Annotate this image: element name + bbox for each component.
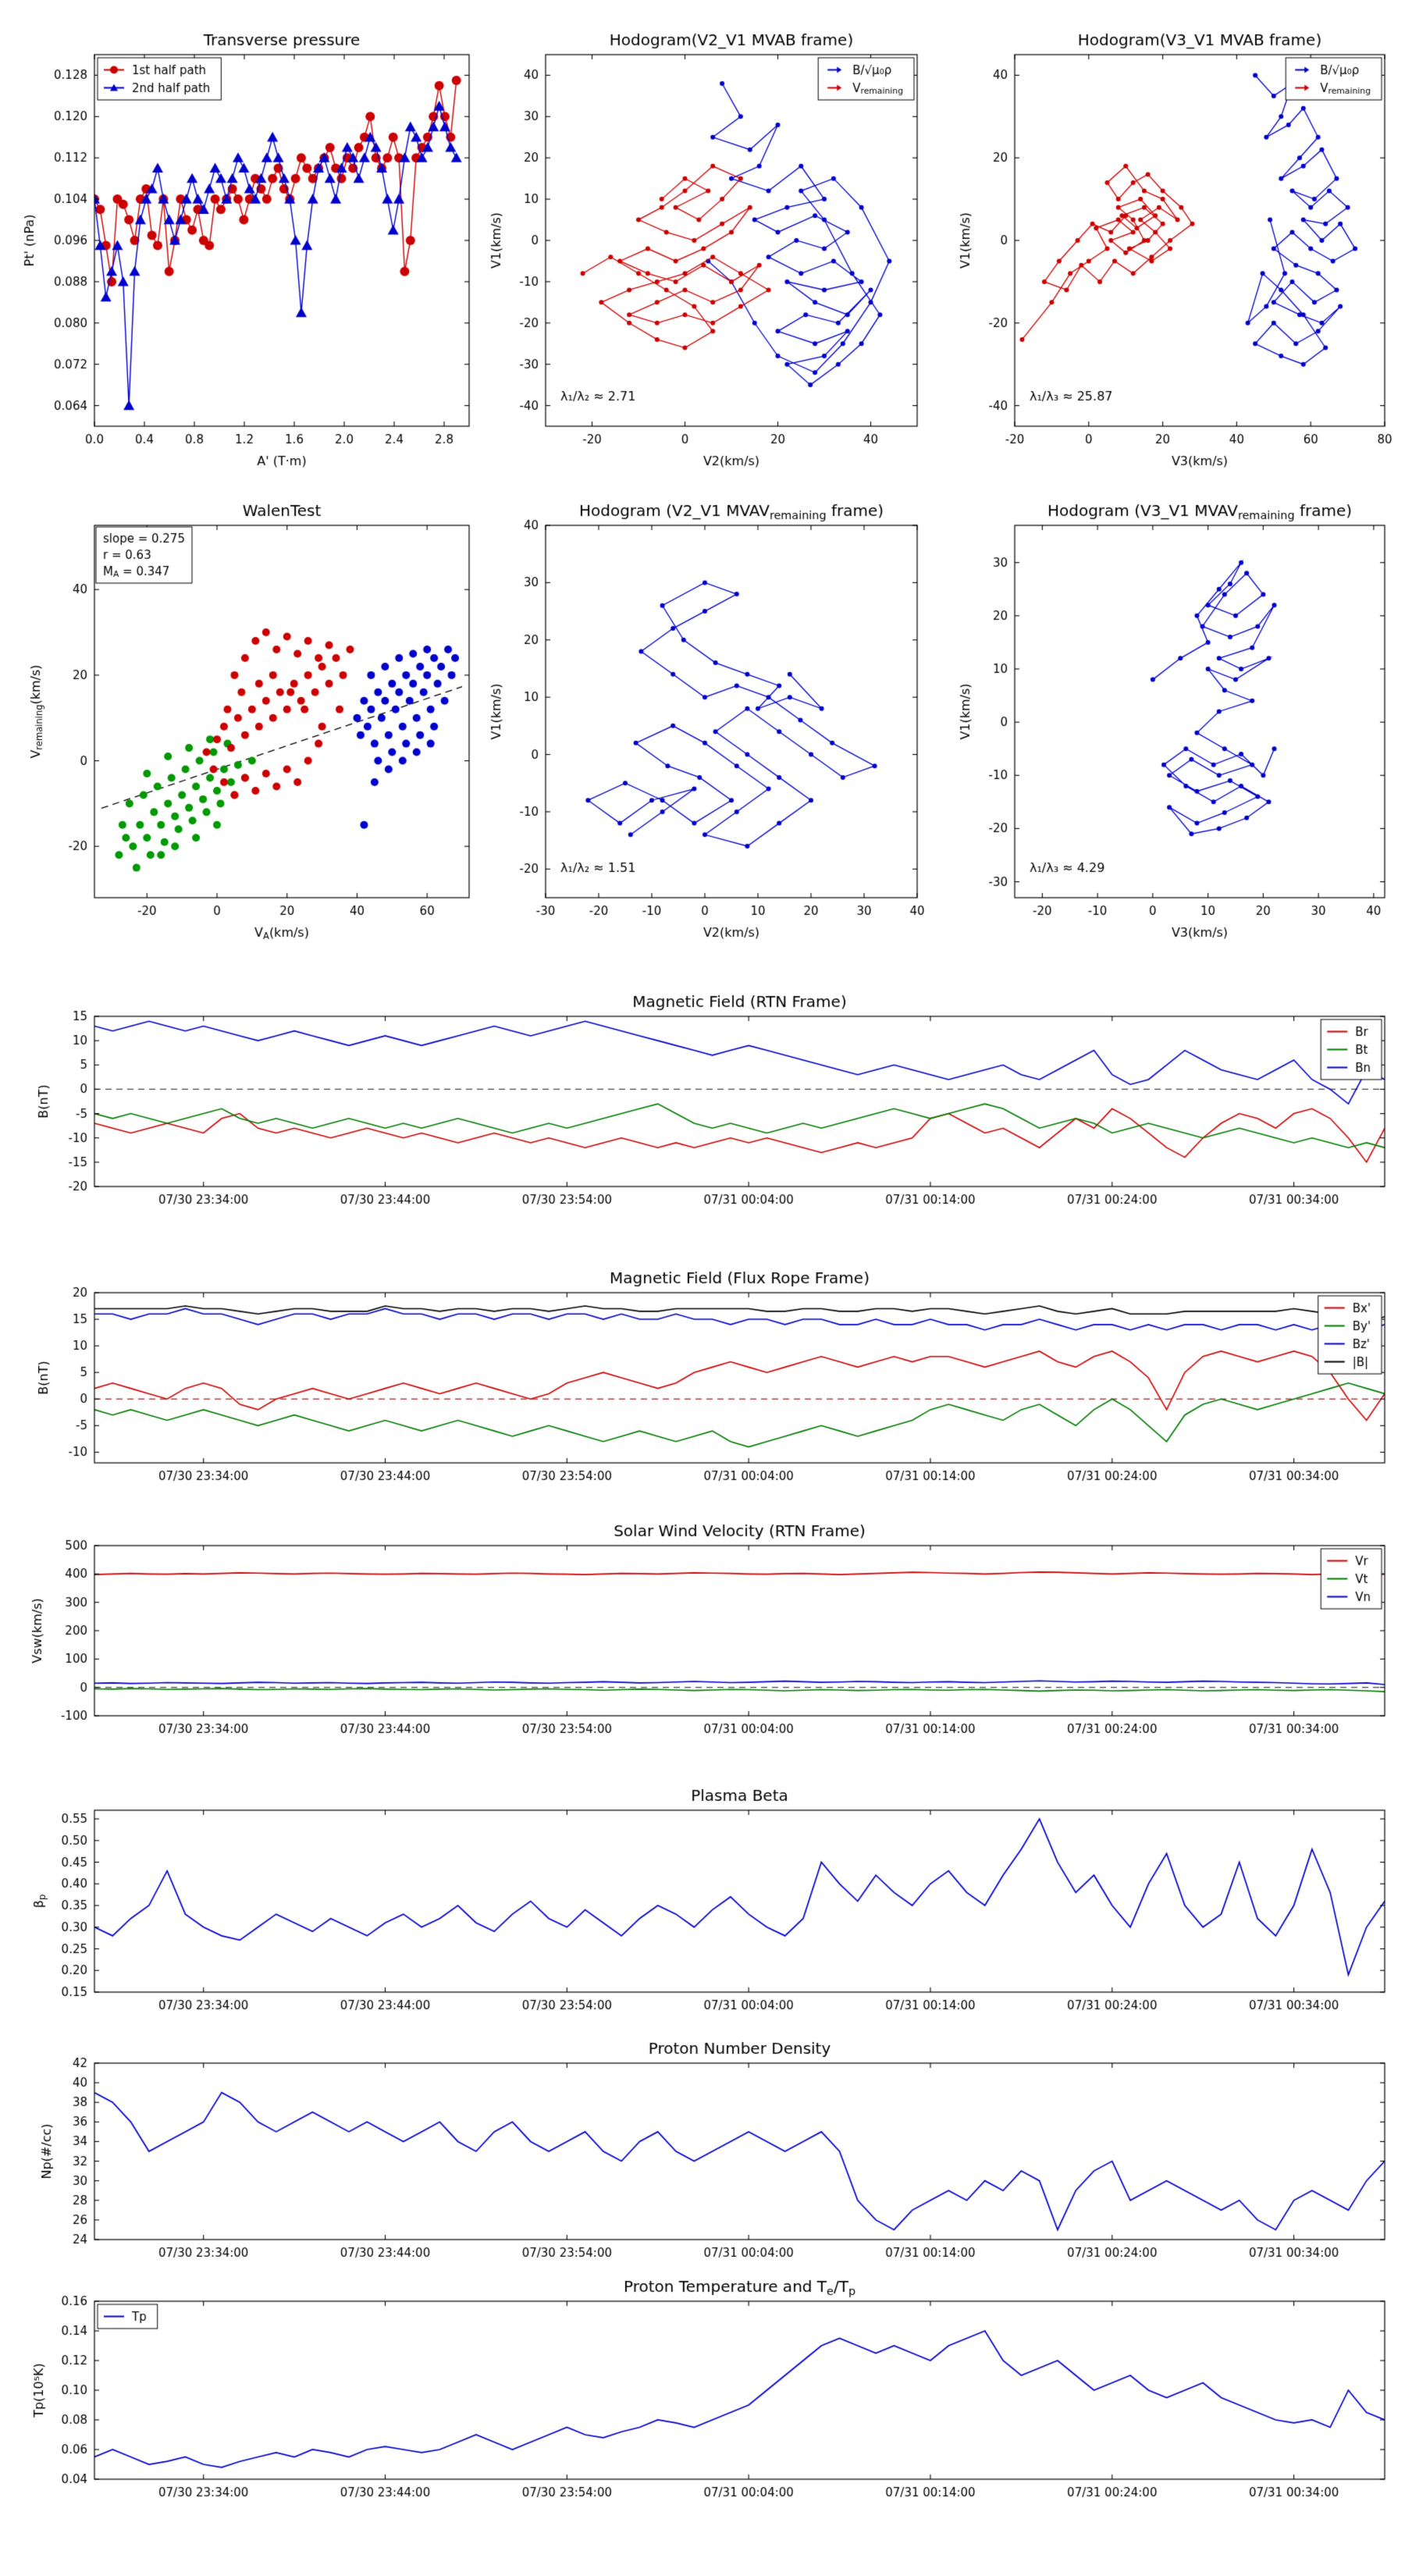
solar-wind-velocity-chart [94,1522,1385,1716]
hodogram-v2v1-mvab-chart [546,31,917,426]
proton-density-chart [94,2040,1385,2240]
magnetic-field-flux-rope-chart [94,1269,1385,1463]
proton-temperature-chart [94,2278,1385,2479]
hodogram-v3v1-mvab-chart [1015,31,1385,426]
magnetic-field-rtn-chart [94,993,1385,1187]
hodogram-v2v1-mvav-chart [546,502,917,898]
walen-test-chart [94,502,469,898]
hodogram-v3v1-mvav-chart [1015,502,1385,898]
transverse-pressure-chart [94,31,469,426]
plasma-beta-chart [94,1787,1385,1992]
